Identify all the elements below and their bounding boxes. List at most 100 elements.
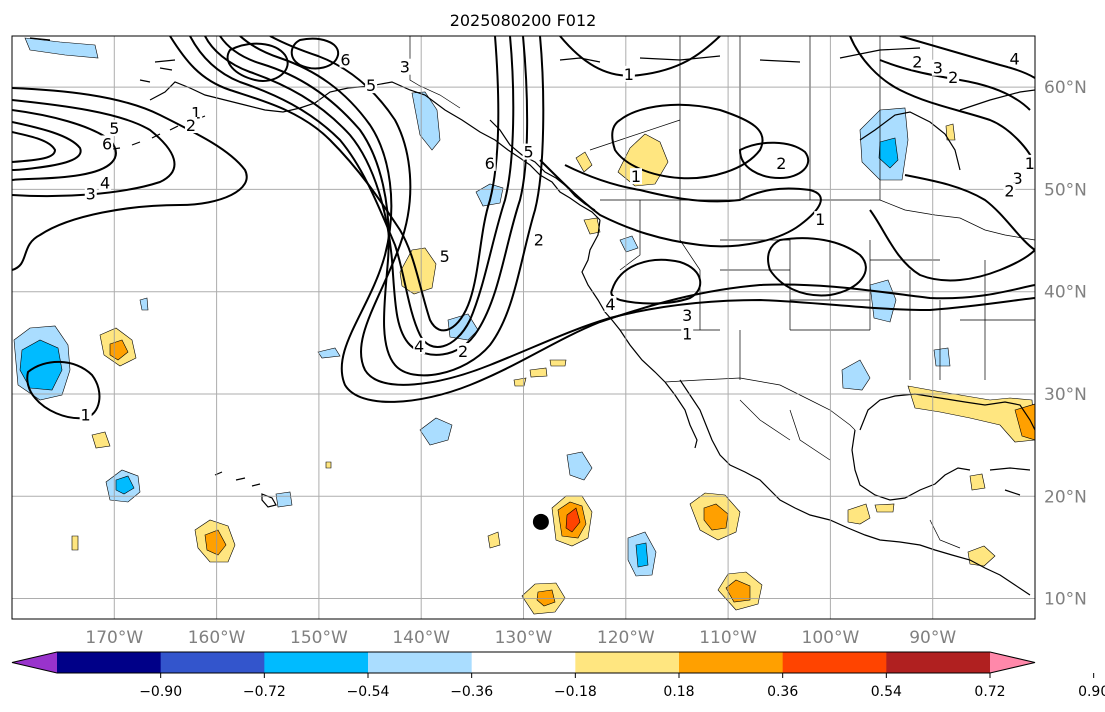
shade-pos-small-3 [549,359,567,367]
contour-label-bg-8 [339,51,352,68]
contour-label-23: 2 [912,53,922,72]
contour-ridge-5 [189,36,515,348]
contour-label-11: 5 [440,247,450,266]
contour-label-9: 3 [400,58,410,77]
lat-tick-label-4: 50°N [1044,180,1087,200]
lat-tick-label-1: 20°N [1044,487,1087,507]
contour-gulf-alaska-loop [226,42,289,82]
contour-label-21: 1 [624,65,634,84]
shade-neg-central-pac [419,417,453,446]
contour-label-18: 1 [682,325,692,344]
colorbar-box-2 [264,652,369,673]
shade-pos-small-5 [487,531,501,549]
contour-canada-low [611,103,764,180]
lon-tick-label-8: 90°W [909,628,956,648]
shade-pos-florida-core [1014,403,1035,441]
contour-label-bg-13 [457,343,470,360]
shade-pos-gulf [907,385,1035,443]
contour-north-1 [559,36,721,77]
contour-label-bg-28 [1011,170,1024,187]
colorbar-label-3: −0.36 [450,684,493,700]
colorbar-box-0 [57,652,162,673]
contour-west-5 [12,131,57,163]
coast-bering-islands [29,37,176,83]
contour-label-25: 2 [948,68,958,87]
contour-label-3: 2 [186,116,196,135]
shade-pos-mid-1 [325,461,332,469]
coast-alaska [149,81,601,221]
contour-label-16: 4 [605,295,615,314]
colorbar-box-5 [575,652,680,673]
lon-tick-label-7: 100°W [802,628,860,648]
shade-neg-small-1 [139,297,149,311]
shade-pos-small-4 [71,535,79,551]
border-us-mexico [664,377,856,431]
contour-label-2: 1 [191,104,201,123]
contour-yukon-loop [290,37,340,70]
contour-label-bg-14 [522,143,535,160]
colorbar-label-4: −0.18 [554,684,597,700]
lon-tick-label-1: 160°W [188,628,246,648]
contour-label-8: 6 [340,51,350,70]
contour-label-24: 3 [933,59,943,78]
contour-label-bg-9 [398,58,411,75]
lat-tick-label-3: 40°N [1044,283,1087,303]
lat-tick-label-2: 30°N [1044,385,1087,405]
lon-tick-label-5: 120°W [597,628,655,648]
contour-label-15: 2 [534,231,544,250]
shade-pos-bc [399,247,437,295]
contour-label-10: 6 [485,154,495,173]
contour-label-27: 1 [1025,154,1035,173]
contour-label-bg-26 [1008,50,1021,67]
colorbar-label-2: −0.54 [347,684,390,700]
contour-label-4: 4 [100,173,110,192]
coast-hawaii [214,471,277,508]
contour-west-2 [12,99,176,198]
contour-label-bg-10 [483,154,496,171]
contour-ridge-1 [269,36,1035,386]
shade-pos-mexico-2-core [725,579,751,603]
shade-pos-central-am [967,545,996,567]
colorbar-outline [11,651,1036,674]
lon-tick-label-0: 170°W [85,628,143,648]
contour-label-bg-24 [931,59,944,76]
contour-label-bg-23 [911,53,924,70]
coastlines [29,37,1035,596]
lon-tick-label-3: 140°W [392,628,450,648]
contour-east-5 [869,209,1035,282]
contour-label-20: 2 [776,154,786,173]
shade-pos-wa [575,151,593,173]
lon-tick-label-4: 130°W [495,628,553,648]
contour-lines [12,36,1035,420]
shade-neg-california-1 [619,235,639,253]
shade-pos-mexico-3 [847,503,871,525]
lat-tick-labels: 10°N 20°N 30°N 40°N 50°N 60°N [1044,78,1087,609]
coast-hudson [859,89,1035,171]
colorbar-box-3 [368,652,473,673]
contour-ridge-6 [169,36,500,332]
colorbar-box-8 [886,652,991,673]
contour-label-bg-18 [681,325,694,342]
colorbar-extend-high [990,652,1035,673]
colorbar-label-1: −0.72 [243,684,286,700]
colorbar-box-4 [471,652,576,673]
contour-ridge-4 [204,36,529,356]
contour-label-12: 4 [414,337,424,356]
contour-label-bg-21 [622,65,635,82]
colorbar-label-6: 0.36 [767,684,798,700]
contour-label-bg-27 [1023,154,1035,171]
contour-label-bg-17 [681,307,694,324]
figure-title: 2025080200 F012 [450,11,597,30]
contour-label-bg-1 [101,135,114,152]
colorbar-label-5: 0.18 [663,684,694,700]
contour-label-bg-25 [947,68,960,85]
shade-neg-bc-coast [411,91,441,151]
contour-label-14: 5 [524,143,534,162]
coast-gulf [851,393,1035,501]
contour-label-bg-16 [604,295,617,312]
colorbar-box-1 [160,652,265,673]
colorbar-label-7: 0.54 [871,684,902,700]
contour-ridge-3 [219,36,545,377]
